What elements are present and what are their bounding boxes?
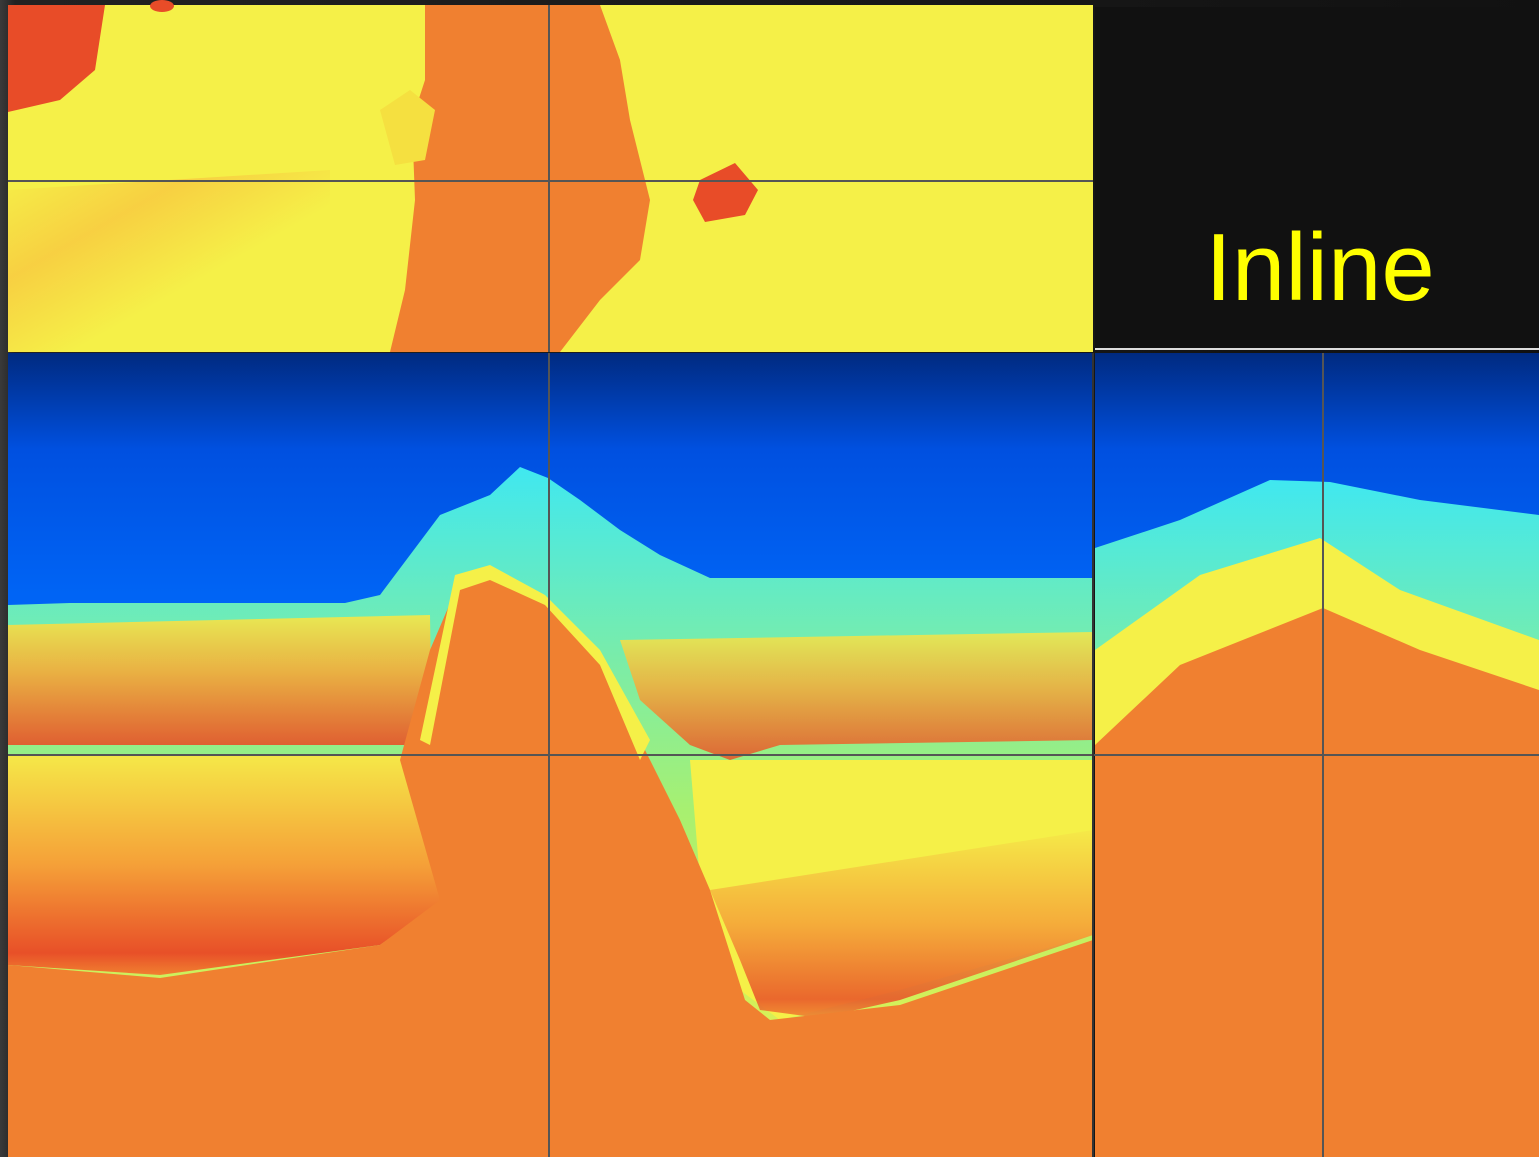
label-box xyxy=(1095,7,1539,348)
inline-label: Inline xyxy=(1205,214,1435,321)
grid xyxy=(8,353,1539,1157)
time-slice xyxy=(8,0,1093,352)
